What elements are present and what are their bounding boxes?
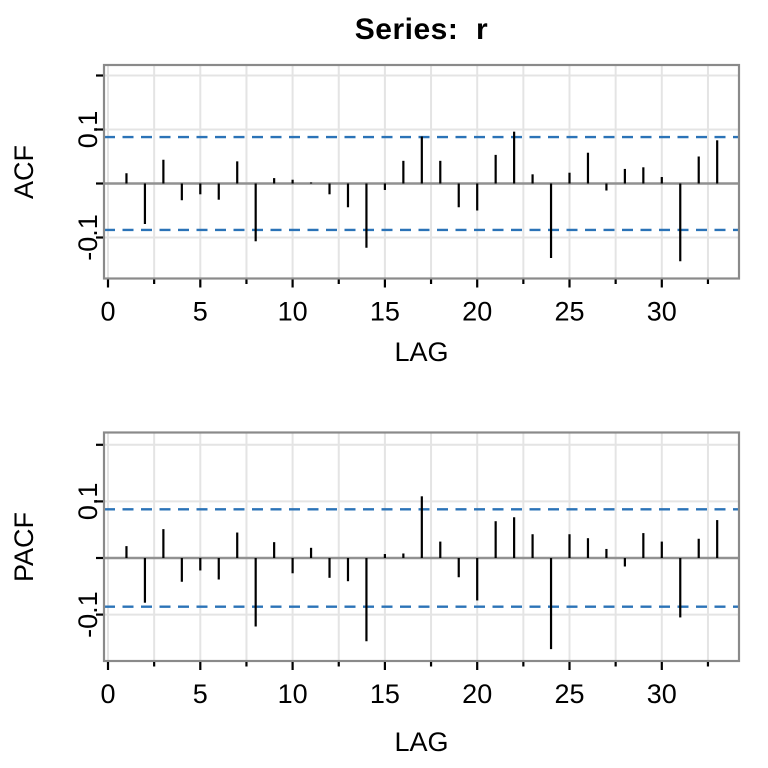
x-tick-label: 25 (554, 297, 584, 327)
x-tick-label: 30 (647, 297, 677, 327)
lag-x-axis-label-top: LAG (394, 337, 449, 367)
y-tick-label: -0.1 (73, 214, 103, 261)
acf-panel: 0.1 -0.1 0 5 10 15 20 25 30 (73, 63, 741, 327)
chart-title: Series: r (354, 13, 489, 46)
x-tick-label: 10 (278, 297, 308, 327)
x-tick-label: 20 (462, 679, 492, 709)
pacf-panel: 0.1 -0.1 0 5 10 15 20 25 30 (73, 431, 741, 709)
x-tick-label: 15 (370, 297, 400, 327)
x-tick-label: 0 (100, 297, 115, 327)
y-tick-label: -0.1 (73, 591, 103, 638)
panel-border (102, 431, 741, 663)
x-tick-label: 15 (370, 679, 400, 709)
panel-border (102, 63, 741, 280)
x-tick-label: 30 (647, 679, 677, 709)
lag-x-axis-label-bottom: LAG (394, 727, 449, 757)
x-tick-label: 20 (462, 297, 492, 327)
x-tick-label: 10 (278, 679, 308, 709)
y-tick-label: 0.1 (73, 483, 103, 521)
x-tick-label: 5 (193, 679, 208, 709)
x-tick-label: 25 (554, 679, 584, 709)
y-tick-label: 0.1 (73, 111, 103, 149)
x-tick-label: 5 (193, 297, 208, 327)
x-tick-label: 0 (100, 679, 115, 709)
